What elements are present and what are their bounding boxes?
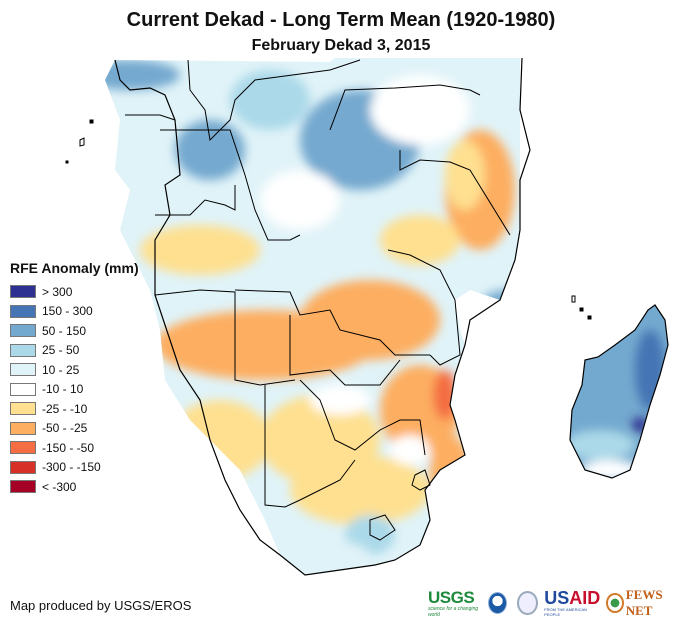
partner-logos: USGS science for a changing world USAID … (428, 587, 682, 619)
legend-item: -300 - -150 (10, 458, 139, 478)
legend-swatch (10, 441, 36, 455)
legend-label: 25 - 50 (42, 343, 80, 358)
africa-coastline (114, 58, 531, 576)
noaa-logo (488, 592, 508, 614)
legend-item: -50 - -25 (10, 419, 139, 439)
map-title: Current Dekad - Long Term Mean (1920-198… (126, 9, 556, 31)
legend-item: 25 - 50 (10, 341, 139, 361)
country-borders (125, 59, 511, 541)
legend-label: 10 - 25 (42, 362, 80, 377)
legend-swatch (10, 460, 36, 474)
legend-swatch (10, 343, 36, 357)
legend-item: > 300 (10, 282, 139, 302)
legend-swatch (10, 285, 36, 299)
legend-item: -25 - -10 (10, 399, 139, 419)
legend-swatch (10, 402, 36, 416)
madagascar-coastline (569, 304, 669, 479)
legend-label: 50 - 150 (42, 323, 87, 338)
legend-item: 50 - 150 (10, 321, 139, 341)
islands (65, 119, 592, 320)
legend-label: -50 - -25 (42, 421, 88, 436)
legend-label: -150 - -50 (42, 440, 95, 455)
map-subtitle: February Dekad 3, 2015 (251, 37, 431, 54)
legend-item: -150 - -50 (10, 438, 139, 458)
legend-item: < -300 (10, 477, 139, 497)
madagascar-anomaly-field (570, 305, 668, 478)
legend-label: -25 - -10 (42, 401, 88, 416)
globe-icon (606, 593, 624, 613)
legend-swatch (10, 421, 36, 435)
legend-label: -10 - 10 (42, 382, 84, 397)
legend-swatch (10, 304, 36, 318)
usaid-logo: USAID FROM THE AMERICAN PEOPLE (544, 588, 601, 617)
legend-label: > 300 (42, 284, 73, 299)
legend-label: 150 - 300 (42, 304, 93, 319)
legend-label: -300 - -150 (42, 460, 101, 475)
usaid-seal-icon (517, 591, 539, 615)
legend-swatch (10, 363, 36, 377)
usgs-logo: USGS science for a changing world (428, 587, 479, 618)
legend-item: -10 - 10 (10, 380, 139, 400)
legend-title: RFE Anomaly (mm) (10, 260, 139, 276)
legend: RFE Anomaly (mm) > 300 150 - 300 50 - 150 2… (10, 260, 139, 497)
legend-swatch (10, 324, 36, 338)
legend-item: 10 - 25 (10, 360, 139, 380)
anomaly-map (65, 58, 669, 576)
map-credit: Map produced by USGS/EROS (10, 598, 192, 613)
legend-label: < -300 (42, 479, 77, 494)
legend-swatch (10, 382, 36, 396)
fews-net-logo: FEWS NET (606, 587, 682, 619)
africa-anomaly-field (105, 58, 520, 575)
legend-swatch (10, 480, 36, 494)
legend-item: 150 - 300 (10, 302, 139, 322)
